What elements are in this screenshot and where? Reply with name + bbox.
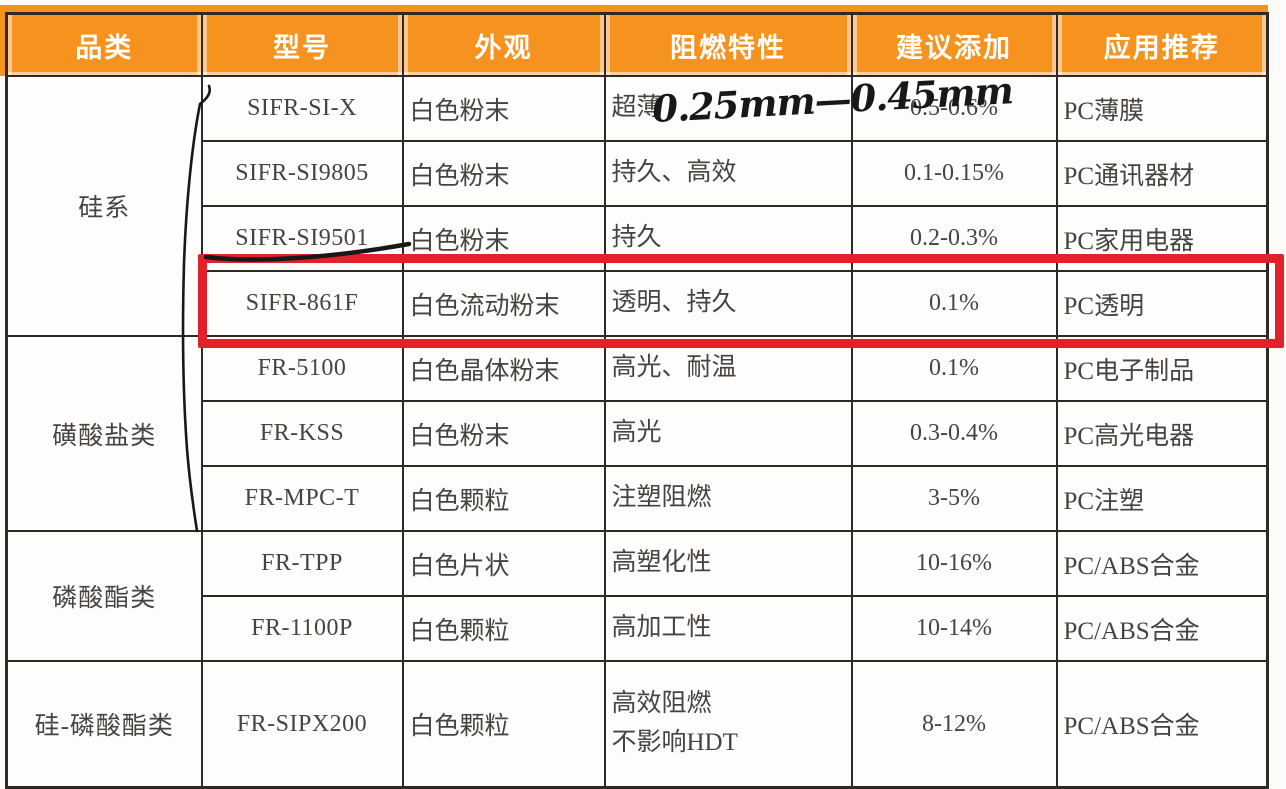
table-body: 硅系 SIFR-SI-X 白色粉末 超薄 0.5-0.6% PC薄膜 SIFR-SI9805…: [5, 75, 1269, 789]
header-row: 品类 型号 外观 阻燃特性 建议添加 应用推荐: [5, 12, 1269, 77]
cell-model: SIFR-861F: [200, 270, 404, 337]
table-header: 品类 型号 外观 阻燃特性 建议添加 应用推荐: [5, 12, 1269, 77]
cell-model: SIFR-SI-X: [200, 75, 404, 142]
table-row: SIFR-SI9805 白色粉末 持久、高效 0.1-0.15% PC通讯器材: [7, 140, 1269, 207]
cell-dosage: 8-12%: [850, 660, 1058, 789]
cell-dosage: 10-14%: [850, 595, 1058, 662]
cell-application: PC高光电器: [1055, 400, 1269, 467]
table-row: 磺酸盐类 FR-5100 白色晶体粉末 高光、耐温 0.1% PC电子制品: [5, 335, 1269, 532]
cell-feature: 高效阻燃 不影响HDT: [603, 660, 853, 789]
category-cell: 硅系: [5, 75, 203, 337]
product-table: 品类 型号 外观 阻燃特性 建议添加 应用推荐 硅系 SIFR-SI-X 白色粉末超…: [5, 12, 1269, 789]
cell-feature: 高加工性: [603, 595, 853, 662]
cell-appearance: 白色颗粒: [401, 465, 606, 532]
cell-model: SIFR-SI9805: [200, 140, 404, 207]
cell-feature: 持久: [603, 205, 853, 272]
cell-application: PC透明: [1055, 270, 1269, 337]
header-application: 应用推荐: [1055, 12, 1269, 77]
cell-model: FR-KSS: [200, 400, 404, 467]
cell-feature: 持久、高效: [603, 140, 853, 207]
cell-application: PC家用电器: [1055, 205, 1269, 272]
cell-dosage: 0.1%: [850, 270, 1058, 337]
cell-feature: 超薄: [603, 75, 853, 142]
table-row: 硅系 SIFR-SI-X 白色粉末 超薄 0.5-0.6% PC薄膜: [5, 75, 1269, 337]
category-cell: 磺酸盐类: [5, 335, 203, 532]
cell-application: PC/ABS合金: [1055, 595, 1269, 662]
cell-feature: 注塑阻燃: [603, 465, 853, 532]
header-category: 品类: [5, 12, 203, 77]
header-model: 型号: [200, 12, 404, 77]
cell-appearance: 白色粉末: [401, 205, 606, 272]
cell-application: PC/ABS合金: [1055, 530, 1269, 597]
cell-appearance: 白色颗粒: [401, 595, 606, 662]
table-row: 磷酸酯类 FR-TPP 白色片状 高塑化性 10-16% PC/ABS合金: [5, 530, 1269, 662]
cell-feature: 高塑化性: [603, 530, 853, 597]
cell-appearance: 白色晶体粉末: [401, 335, 606, 402]
table-row: FR-1100P 白色颗粒 高加工性 10-14% PC/ABS合金: [7, 595, 1269, 662]
cell-appearance: 白色粉末: [401, 140, 606, 207]
cell-application: PC注塑: [1055, 465, 1269, 532]
cell-dosage: 0.5-0.6%: [850, 75, 1058, 142]
cell-model: FR-1100P: [200, 595, 404, 662]
cell-appearance: 白色颗粒: [401, 660, 606, 789]
cell-application: PC通讯器材: [1055, 140, 1269, 207]
cell-feature: 高光、耐温: [603, 335, 853, 402]
header-dosage: 建议添加: [850, 12, 1058, 77]
cell-dosage: 0.3-0.4%: [850, 400, 1058, 467]
cell-application: PC电子制品: [1055, 335, 1269, 402]
cell-dosage: 0.2-0.3%: [850, 205, 1058, 272]
cell-appearance: 白色粉末: [401, 400, 606, 467]
table-row: 硅-磷酸酯类 FR-SIPX200 白色颗粒 高效阻燃 不影响HDT 8-12% PC/A…: [5, 660, 1269, 789]
header-appearance: 外观: [401, 12, 606, 77]
table-row: FR-MPC-T 白色颗粒 注塑阻燃 3-5% PC注塑: [7, 465, 1269, 532]
cell-application: PC/ABS合金: [1055, 660, 1269, 789]
cell-model: FR-5100: [200, 335, 404, 402]
category-cell: 磷酸酯类: [5, 530, 203, 662]
table-row-highlighted: SIFR-861F 白色流动粉末 透明、持久 0.1% PC透明: [7, 270, 1269, 337]
cell-appearance: 白色粉末: [401, 75, 606, 142]
cell-dosage: 10-16%: [850, 530, 1058, 597]
cell-dosage: 0.1%: [850, 335, 1058, 402]
header-feature: 阻燃特性: [603, 12, 853, 77]
table-row: FR-KSS 白色粉末 高光 0.3-0.4% PC高光电器: [7, 400, 1269, 467]
cell-feature: 透明、持久: [603, 270, 853, 337]
cell-model: FR-SIPX200: [200, 660, 404, 789]
cell-model: FR-MPC-T: [200, 465, 404, 532]
cell-dosage: 0.1-0.15%: [850, 140, 1058, 207]
cell-feature: 高光: [603, 400, 853, 467]
cell-appearance: 白色片状: [401, 530, 606, 597]
category-cell: 硅-磷酸酯类: [5, 660, 203, 789]
cell-model: FR-TPP: [200, 530, 404, 597]
cell-dosage: 3-5%: [850, 465, 1058, 532]
cell-appearance: 白色流动粉末: [401, 270, 606, 337]
cell-model: SIFR-SI9501: [200, 205, 404, 272]
scanned-document-page: 品类 型号 外观 阻燃特性 建议添加 应用推荐 硅系 SIFR-SI-X 白色粉末超…: [0, 5, 1284, 789]
cell-application: PC薄膜: [1055, 75, 1269, 142]
